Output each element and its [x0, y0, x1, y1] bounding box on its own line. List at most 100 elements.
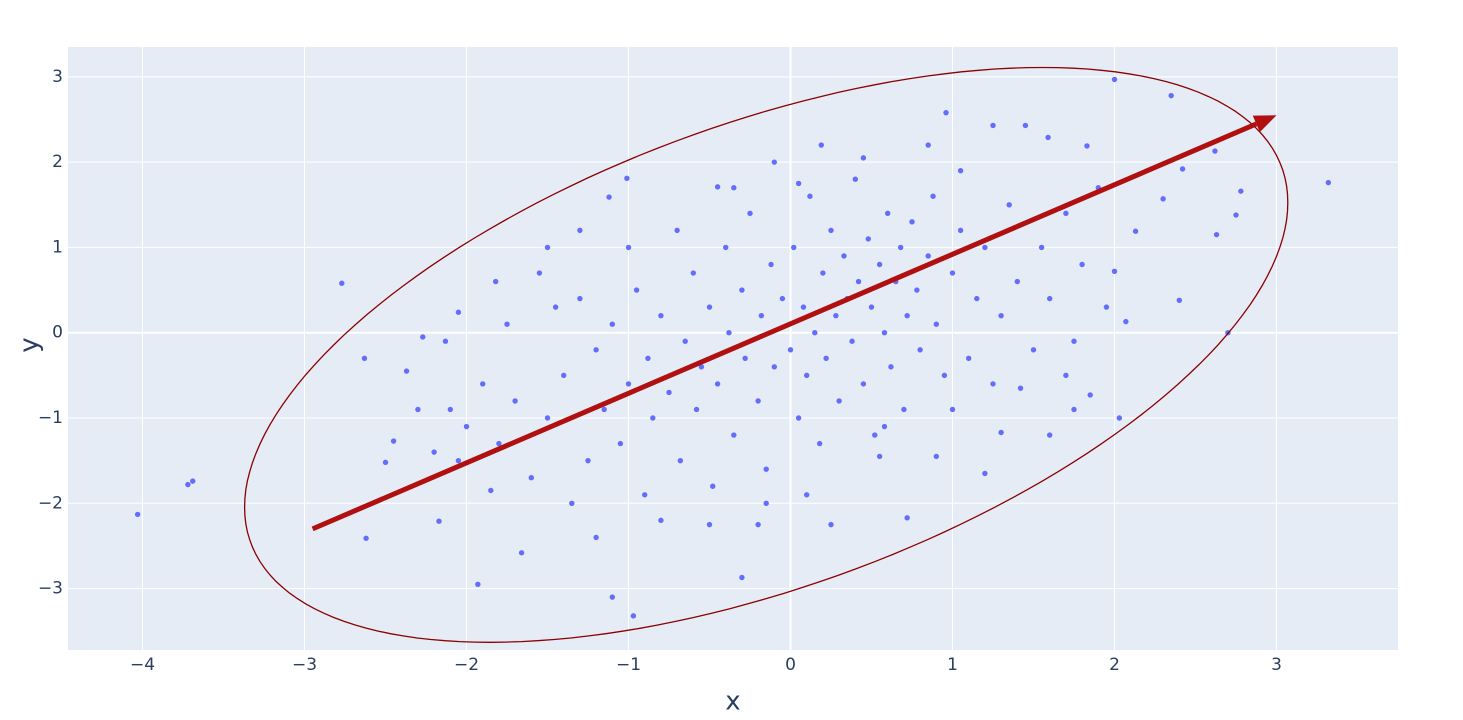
scatter-point — [1071, 406, 1077, 413]
scatter-point — [382, 459, 389, 466]
scatter-point — [974, 295, 980, 302]
scatter-point — [758, 312, 765, 319]
scatter-point — [1063, 372, 1069, 379]
scatter-point — [860, 155, 867, 161]
scatter-point — [888, 364, 894, 370]
scatter-point — [868, 304, 875, 310]
scatter-point — [1063, 210, 1069, 217]
scatter-point — [1111, 76, 1118, 83]
scatter-point — [585, 457, 591, 464]
scatter-point — [747, 210, 753, 217]
scatter-point — [876, 261, 883, 268]
scatter-point — [455, 309, 462, 315]
scatter-point — [1084, 143, 1090, 149]
scatter-point — [957, 227, 964, 234]
scatter-point — [816, 440, 823, 447]
scatter-point — [807, 193, 813, 199]
y-tick-label: 1 — [52, 237, 63, 257]
scatter-point — [1176, 297, 1183, 304]
scatter-point — [463, 423, 470, 430]
scatter-point — [512, 398, 518, 404]
scatter-point — [823, 355, 829, 362]
scatter-point — [1212, 148, 1218, 154]
scatter-point — [1047, 295, 1053, 302]
scatter-point — [185, 481, 191, 488]
scatter-point — [1213, 231, 1220, 238]
scatter-point — [1022, 122, 1029, 129]
scatter-point — [561, 372, 567, 379]
scatter-point — [658, 517, 664, 524]
scatter-point — [901, 406, 907, 413]
scatter-point — [625, 244, 632, 251]
scatter-point — [630, 613, 637, 619]
scatter-point — [706, 304, 713, 310]
scatter-point — [731, 185, 737, 191]
scatter-point — [828, 227, 834, 234]
scatter-point — [763, 466, 769, 472]
scatter-point — [642, 492, 648, 498]
scatter-point — [742, 355, 748, 362]
scatter-point — [925, 142, 931, 148]
scatter-point — [1233, 212, 1239, 218]
scatter-point — [403, 368, 410, 374]
scatter-point — [852, 176, 859, 182]
scatter-point — [528, 475, 535, 481]
ellipse — [243, 66, 1289, 643]
scatter-point — [480, 381, 486, 387]
scatter-point — [339, 280, 345, 286]
scatter-point — [943, 109, 949, 116]
scatter-point — [820, 270, 826, 276]
scatter-point — [836, 398, 842, 404]
scatter-point — [1123, 318, 1129, 325]
scatter-point — [1045, 134, 1051, 141]
scatter-point — [917, 347, 923, 353]
y-tick-label: −3 — [38, 579, 63, 599]
scatter-point — [1014, 278, 1021, 285]
scatter-point — [982, 470, 988, 477]
scatter-point — [925, 253, 931, 259]
scatter-point — [933, 321, 940, 327]
scatter-point — [731, 432, 737, 438]
scatter-point — [706, 521, 713, 528]
scatter-point — [881, 423, 888, 430]
scatter-point — [488, 487, 494, 494]
scatter-point — [800, 304, 807, 310]
x-tick-label: 0 — [785, 655, 796, 675]
scatter-point — [779, 295, 786, 302]
scatter-point — [855, 278, 862, 285]
scatter-point — [885, 210, 891, 217]
scatter-point — [693, 406, 700, 413]
scatter-point — [1325, 179, 1332, 186]
scatter-point — [998, 312, 1004, 319]
x-tick-label: 3 — [1271, 655, 1282, 675]
scatter-point — [1111, 268, 1118, 275]
scatter-point — [390, 438, 397, 444]
scatter-point — [698, 364, 705, 370]
scatter-point — [930, 193, 936, 199]
scatter-point — [804, 372, 810, 379]
scatter-point — [436, 518, 442, 524]
scatter-point — [771, 364, 778, 370]
scatter-point — [771, 159, 778, 165]
scatter-point — [650, 415, 656, 421]
scatter-point — [714, 184, 721, 190]
scatter-point — [876, 453, 883, 460]
scatter-point — [795, 415, 802, 421]
scatter-point — [690, 270, 697, 276]
scatter-point — [190, 478, 196, 484]
scatter-point — [1030, 347, 1037, 353]
y-axis-title: y — [15, 337, 45, 352]
arrow-head — [1252, 115, 1277, 133]
scatter-point — [949, 406, 956, 413]
scatter-point — [909, 219, 915, 225]
scatter-point — [763, 500, 769, 507]
x-axis-title: x — [725, 687, 740, 717]
scatter-point — [723, 244, 729, 251]
x-tick-label: −2 — [454, 655, 479, 675]
x-tick-label: −3 — [292, 655, 317, 675]
scatter-point — [881, 330, 888, 336]
scatter-point — [431, 449, 437, 455]
scatter-point — [666, 389, 672, 396]
scatter-point — [865, 236, 871, 242]
